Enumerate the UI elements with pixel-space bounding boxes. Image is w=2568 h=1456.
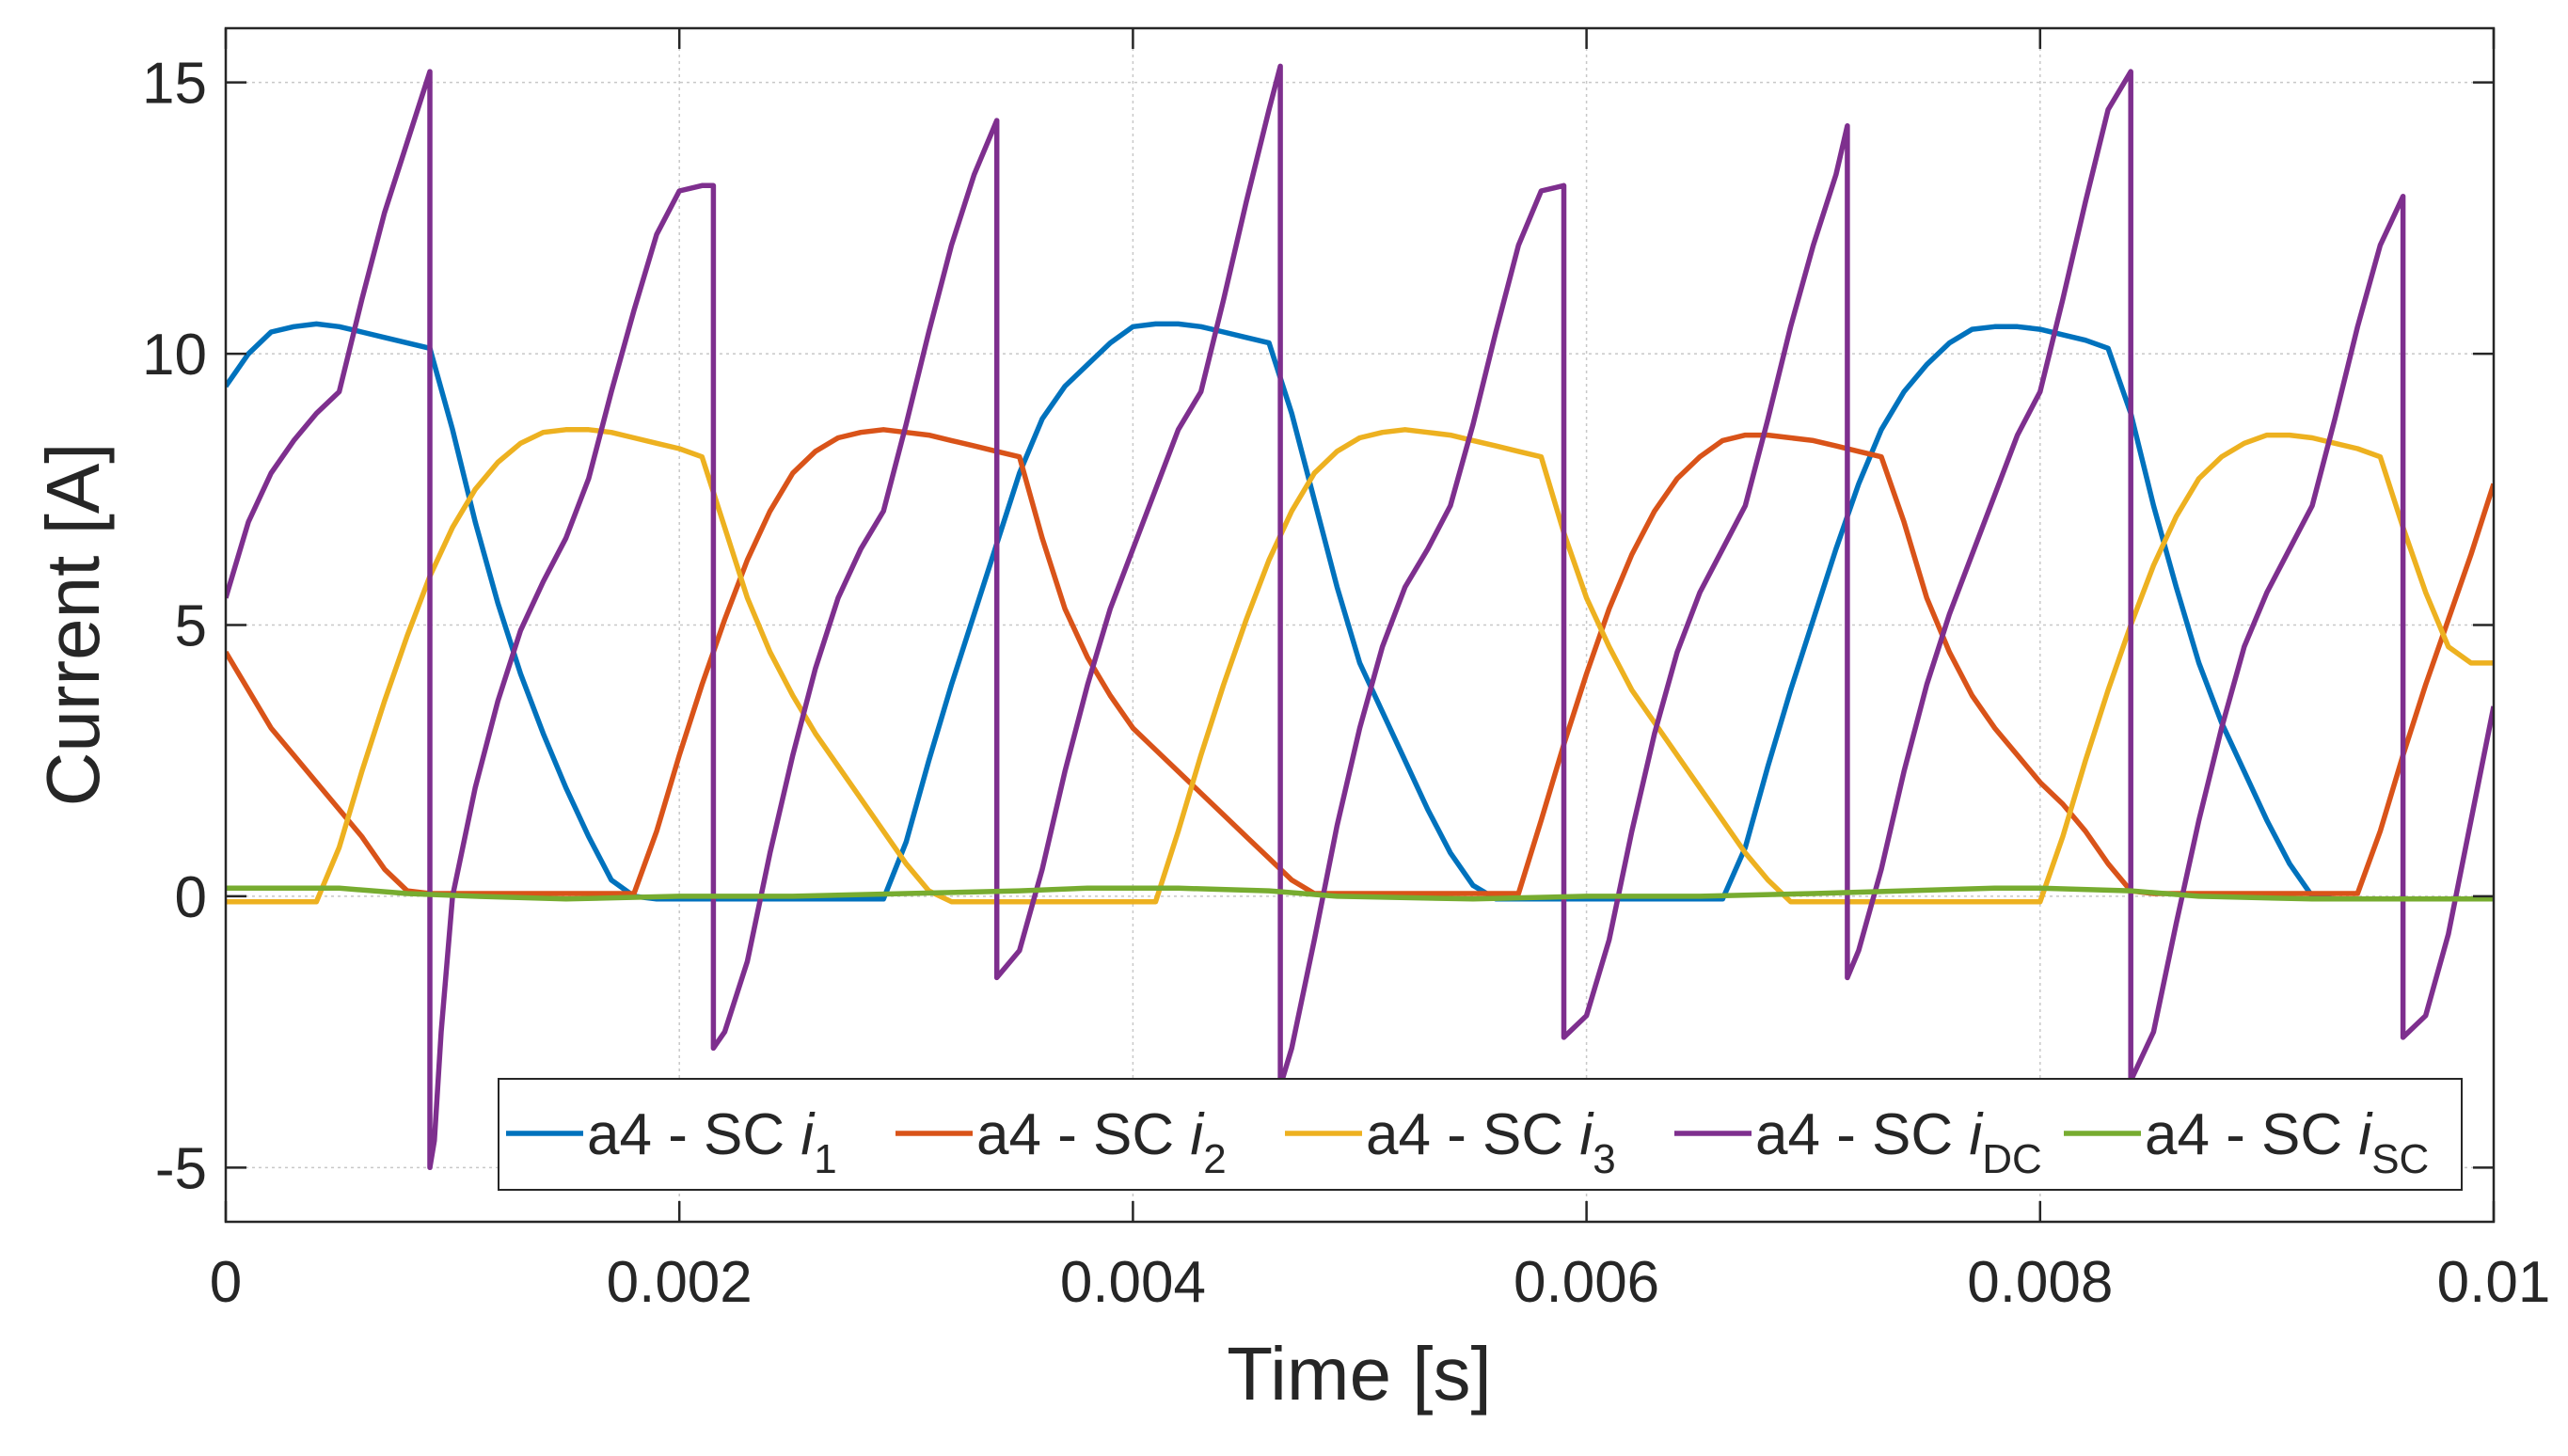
legend-label: a4 - SC iSC [2145, 1102, 2429, 1182]
x-axis-title: Time [s] [1227, 1332, 1491, 1416]
x-tick-label: 0.002 [607, 1250, 753, 1315]
y-tick-label: 0 [175, 865, 207, 930]
x-tick-label: 0.008 [1967, 1250, 2113, 1315]
x-tick-label: 0.01 [2437, 1250, 2551, 1315]
y-tick-label: 5 [175, 594, 207, 659]
legend-label: a4 - SC i2 [976, 1102, 1227, 1182]
series-line [226, 427, 2494, 896]
legend-label: a4 - SC i1 [587, 1102, 837, 1182]
x-tick-label: 0 [210, 1250, 242, 1315]
y-tick-label: 10 [142, 323, 207, 388]
legend-label: a4 - SC iDC [1755, 1102, 2042, 1182]
series-line [226, 63, 2494, 1171]
legend-label: a4 - SC i3 [1366, 1102, 1616, 1182]
y-tick-label: -5 [155, 1136, 207, 1201]
legend: a4 - SC i1 a4 - SC i2 a4 - SC i3 a4 - SC iD… [498, 1078, 2463, 1191]
y-axis-title: Current [A] [31, 443, 115, 807]
y-tick-label: 15 [142, 52, 207, 117]
x-tick-label: 0.004 [1060, 1250, 1206, 1315]
series-line [226, 321, 2494, 902]
series-lines [226, 63, 2494, 1171]
series-line [226, 885, 2494, 902]
series-line [226, 427, 2494, 905]
x-tick-label: 0.006 [1514, 1250, 1659, 1315]
